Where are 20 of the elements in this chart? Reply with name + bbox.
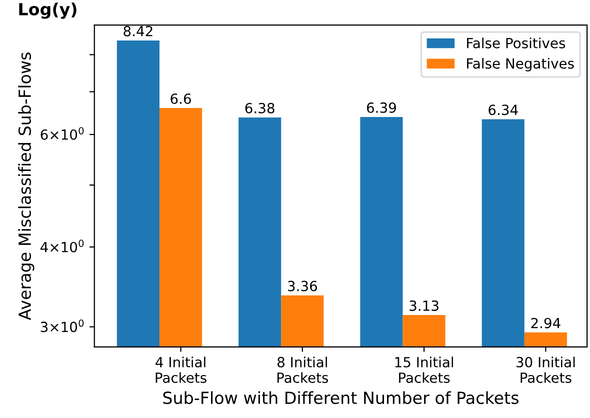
- data-label: 6.39: [366, 102, 396, 113]
- data-label: 3.36: [288, 280, 317, 292]
- y-tick-label: 4×10$^{0}$: [40, 240, 84, 252]
- chart-title: Log(y): [19, 2, 76, 19]
- data-label: 3.13: [410, 300, 438, 311]
- data-label: 6.6: [170, 93, 191, 104]
- data-label: 8.42: [124, 26, 152, 36]
- data-label: 6.38: [245, 102, 274, 114]
- x-tick-label: 15 Initial Packets: [395, 356, 454, 383]
- legend-label: False Negatives: [467, 58, 574, 72]
- data-label: 6.34: [488, 104, 518, 116]
- x-tick-label: 4 Initial Packets: [156, 356, 206, 383]
- data-label: 2.94: [531, 318, 560, 328]
- y-tick-label: 6×10$^{0}$: [40, 127, 84, 140]
- legend-label: False Positives: [467, 38, 566, 48]
- x-tick-label: 30 Initial Packets: [516, 356, 575, 383]
- x-tick-label: 8 Initial Packets: [277, 356, 328, 383]
- y-tick-label: 3×10$^{0}$: [40, 319, 84, 332]
- y-axis-title: Average Misclassified Sub-Flows: [18, 52, 34, 320]
- x-axis-title: Sub-Flow with Different Number of Packets: [163, 391, 518, 404]
